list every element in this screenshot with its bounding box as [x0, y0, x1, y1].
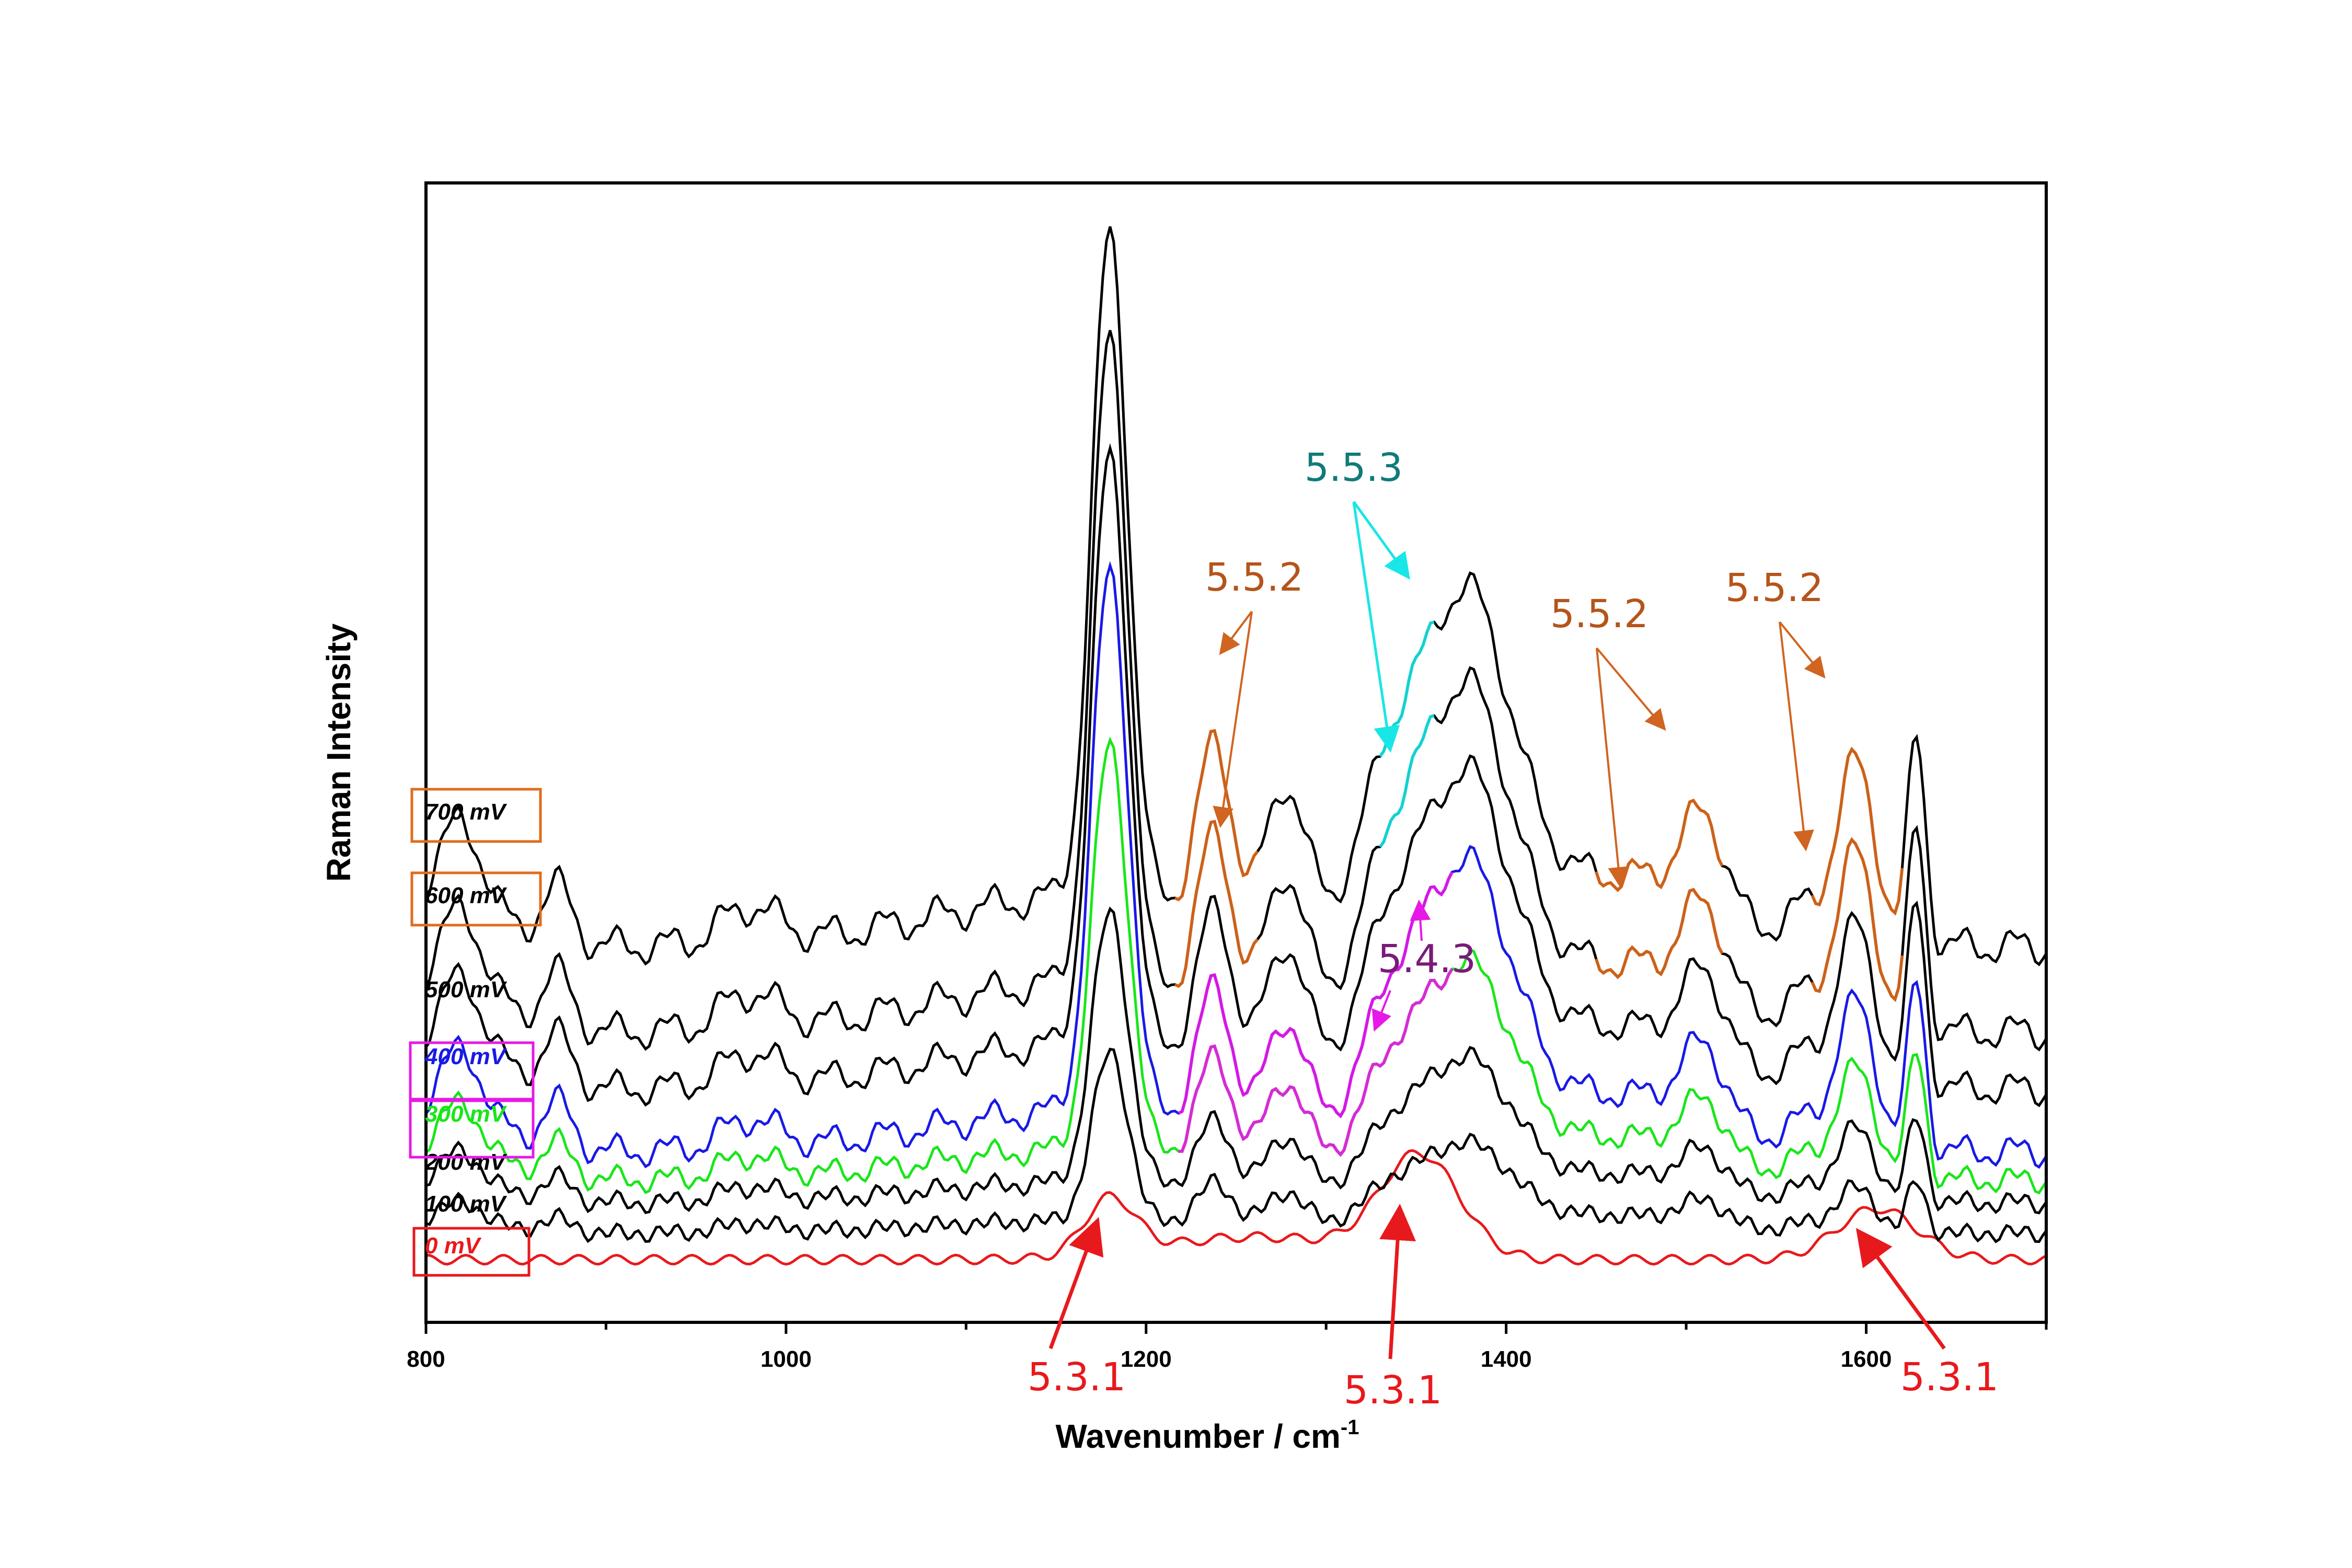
x-tick-label-1400: 1400	[1481, 1346, 1532, 1372]
annotation-arrow-7-0	[1410, 900, 1431, 941]
x-tick-label-800: 800	[407, 1346, 445, 1372]
annotation-arrow-2-0	[1855, 1228, 1946, 1350]
series-line-500-mv	[424, 443, 2048, 1108]
annotation-arrow-3-1	[1213, 611, 1253, 828]
annotation-label-6: 5.5.3	[1305, 445, 1403, 490]
trace-label-700-mv: 700 mV	[425, 799, 508, 825]
fit-overlay-300-magenta	[1178, 968, 1454, 1157]
annotation-label-7: 5.4.3	[1378, 937, 1476, 982]
annotation-label-1: 5.3.1	[1344, 1368, 1442, 1413]
trace-labels: 0 mV 100 mV 200 mV 300 mV 400 mV 500 mV 600 mV…	[409, 788, 542, 1277]
fit-overlay-700-b	[1595, 798, 1724, 892]
spectra-traces	[424, 226, 2048, 1266]
fit-overlay-700-c	[1811, 746, 1904, 916]
fit-overlay-600-c	[1811, 837, 1904, 1002]
fit-overlays	[1174, 620, 1904, 1157]
label-box-600-mv	[410, 871, 542, 927]
label-box-700-mv	[410, 788, 542, 843]
x-tick-label-1200: 1200	[1121, 1346, 1172, 1372]
series-line-200-mv	[425, 906, 2048, 1215]
trace-label-600-mv: 600 mV	[425, 883, 508, 908]
annotation-arrow-6-0	[1352, 501, 1410, 580]
trace-label-400-mv: 400 mV	[424, 1044, 508, 1069]
fit-overlay-600-b	[1595, 887, 1724, 979]
annotation-arrow-4-1	[1596, 648, 1629, 888]
annotation-label-5: 5.5.2	[1725, 566, 1824, 610]
annotation-label-3: 5.5.2	[1205, 555, 1304, 600]
annotation-arrow-0-0	[1048, 1217, 1104, 1350]
annotation-arrow-6-1	[1352, 501, 1400, 753]
fit-overlay-700-a	[1174, 729, 1259, 902]
annotation-arrow-5-1	[1779, 621, 1814, 851]
x-tick-label-1000: 1000	[760, 1346, 812, 1372]
fit-overlay-600-cyan	[1379, 714, 1435, 848]
x-tick-label-1600: 1600	[1841, 1346, 1892, 1372]
y-axis-label: Raman Intensity	[320, 623, 358, 882]
x-axis-label-superscript: -1	[1341, 1416, 1359, 1439]
annotation-arrow-4-0	[1596, 647, 1666, 731]
trace-label-200-mv: 200 mV	[424, 1149, 508, 1175]
trace-label-300-mv: 300 mV	[425, 1101, 508, 1127]
annotation-arrow-1-0	[1379, 1204, 1416, 1359]
annotation-arrow-7-1	[1371, 990, 1391, 1032]
annotation-label-0: 5.3.1	[1028, 1355, 1126, 1400]
x-axis-label-text: Wavenumber / cm	[1056, 1417, 1341, 1455]
fit-overlay-400-magenta	[1178, 871, 1454, 1119]
annotation-label-4: 5.5.2	[1550, 592, 1648, 637]
trace-label-0-mv: 0 mV	[425, 1233, 482, 1259]
plot-frame	[424, 181, 2048, 1324]
annotation-arrow-3-0	[1219, 610, 1253, 655]
label-box-400-mv	[409, 1041, 535, 1101]
annotation-arrow-5-0	[1779, 621, 1826, 679]
annotations: 5.3.1 5.3.1 5.3.1 5.5.2 5.5.2 5.5.2 5.5.3 5.4.3	[1028, 445, 1999, 1413]
fit-overlay-600-a	[1174, 820, 1259, 988]
x-axis-label: Wavenumber / cm-1	[1056, 1416, 1359, 1455]
series-line-0-mv	[425, 1149, 2047, 1266]
label-box-0-mv	[412, 1227, 531, 1277]
label-box-300-mv	[409, 1099, 535, 1159]
trace-label-100-mv: 100 mV	[425, 1191, 508, 1217]
trace-label-500-mv: 500 mV	[425, 977, 508, 1002]
annotation-label-2: 5.3.1	[1900, 1355, 1999, 1400]
series-line-100-mv	[425, 1047, 2048, 1243]
x-axis-ticks: 800 1000 1200 1400 1600	[407, 1322, 2048, 1372]
